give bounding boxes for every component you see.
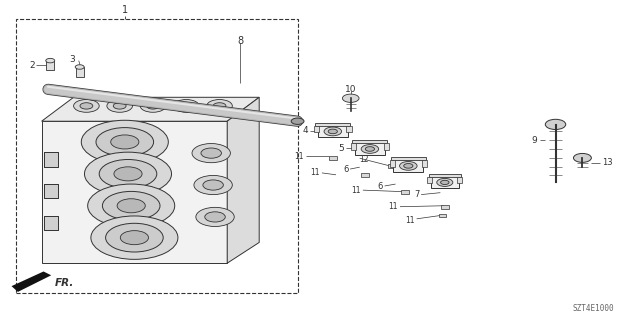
Circle shape (361, 145, 379, 153)
Circle shape (147, 103, 159, 109)
Circle shape (573, 153, 591, 162)
Circle shape (88, 184, 175, 227)
Text: 12: 12 (360, 155, 369, 164)
Circle shape (207, 100, 232, 112)
Circle shape (213, 103, 226, 109)
Bar (401, 190, 409, 194)
Circle shape (440, 180, 449, 184)
Bar (318, 124, 348, 137)
Bar (16, 19, 298, 293)
Bar (44, 184, 58, 198)
Circle shape (102, 191, 160, 220)
Circle shape (74, 100, 99, 112)
Text: 6: 6 (378, 182, 383, 191)
Bar (351, 143, 356, 150)
Polygon shape (227, 97, 259, 263)
Bar (314, 126, 319, 132)
Text: FR.: FR. (55, 278, 74, 288)
Bar (76, 67, 84, 77)
Circle shape (201, 148, 221, 158)
Circle shape (545, 119, 566, 130)
Circle shape (76, 65, 84, 69)
Text: 4: 4 (303, 126, 308, 135)
Circle shape (99, 160, 157, 188)
Polygon shape (42, 121, 227, 263)
Bar (44, 216, 58, 230)
Text: 1: 1 (122, 5, 128, 15)
Circle shape (342, 94, 359, 102)
Circle shape (107, 100, 132, 112)
Bar (44, 216, 58, 230)
Text: 2: 2 (29, 61, 35, 70)
Text: 13: 13 (602, 158, 612, 167)
Circle shape (140, 100, 166, 112)
Bar (394, 159, 423, 172)
Bar (383, 143, 388, 150)
Bar (346, 126, 351, 132)
Text: 11: 11 (310, 168, 320, 177)
Bar (388, 164, 395, 168)
Circle shape (81, 120, 168, 164)
Circle shape (205, 212, 225, 222)
Text: 7: 7 (414, 190, 419, 199)
Circle shape (117, 199, 145, 213)
Polygon shape (42, 97, 259, 121)
Text: 6: 6 (344, 165, 349, 174)
Circle shape (192, 144, 230, 163)
Bar (316, 122, 350, 126)
Circle shape (91, 216, 178, 259)
Text: 11: 11 (405, 216, 415, 225)
Circle shape (399, 161, 417, 170)
Circle shape (114, 167, 142, 181)
Bar (355, 142, 385, 155)
Circle shape (84, 152, 172, 196)
Circle shape (106, 223, 163, 252)
Text: 11: 11 (351, 186, 361, 195)
Bar (391, 157, 426, 160)
Circle shape (180, 103, 193, 109)
Circle shape (96, 128, 154, 156)
Bar (431, 176, 458, 188)
Bar (361, 173, 369, 177)
Bar (44, 184, 58, 198)
Circle shape (291, 118, 304, 124)
Bar (46, 61, 54, 70)
Circle shape (404, 164, 413, 168)
Circle shape (194, 175, 232, 195)
Circle shape (328, 129, 337, 134)
Text: SZT4E1000: SZT4E1000 (573, 304, 614, 313)
Bar (390, 160, 395, 167)
Circle shape (365, 147, 374, 151)
Circle shape (46, 58, 55, 63)
Bar (422, 160, 427, 167)
Polygon shape (12, 271, 51, 292)
Circle shape (80, 103, 93, 109)
Circle shape (173, 100, 199, 112)
Text: 10: 10 (345, 85, 356, 94)
Circle shape (196, 207, 234, 226)
Text: 9: 9 (532, 136, 538, 145)
Circle shape (436, 178, 453, 186)
Bar (44, 152, 58, 167)
Circle shape (324, 127, 342, 136)
Bar (44, 152, 58, 167)
Bar (353, 140, 387, 143)
Bar (329, 156, 337, 160)
Circle shape (113, 103, 126, 109)
Text: 11: 11 (388, 202, 398, 211)
Text: 8: 8 (237, 36, 243, 47)
Circle shape (111, 135, 139, 149)
Text: 5: 5 (339, 144, 344, 153)
Text: 3: 3 (69, 56, 75, 64)
Bar (441, 205, 449, 209)
Bar (428, 177, 433, 183)
Circle shape (120, 231, 148, 245)
Circle shape (203, 180, 223, 190)
Bar (457, 177, 462, 183)
Text: 11: 11 (294, 152, 304, 161)
Bar (440, 214, 447, 217)
Bar (429, 174, 461, 177)
